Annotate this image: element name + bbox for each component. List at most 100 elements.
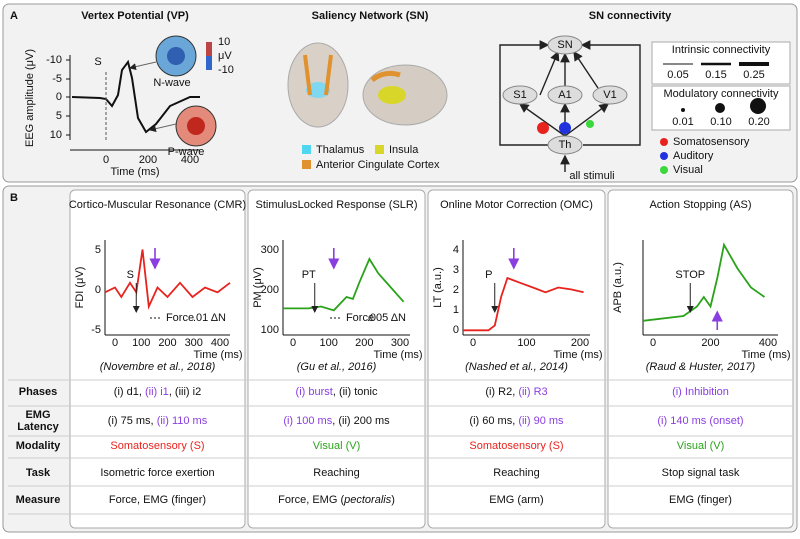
y-label: LT (a.u.) — [432, 267, 444, 308]
modulatory-value: 0.10 — [710, 116, 731, 128]
box-title: Modulatory connectivity — [664, 88, 779, 100]
x-tick-label: 0 — [290, 337, 296, 349]
x-tick-label: 200 — [355, 337, 373, 349]
cell: Somatosensory (S) — [110, 440, 204, 452]
cell-segment: (i) 140 ms (onset) — [657, 415, 743, 427]
mod-size — [750, 98, 766, 114]
marker-label: STOP — [675, 269, 705, 281]
x-label: Time (ms) — [741, 349, 790, 361]
legend-label: Thalamus — [316, 144, 365, 156]
y-tick-label: 300 — [261, 244, 279, 256]
edge — [573, 50, 599, 89]
y-tick-label: 2 — [453, 284, 459, 296]
legend-dot — [660, 138, 668, 146]
marker-label: PT — [302, 269, 316, 281]
cell-segment: EMG (finger) — [669, 494, 732, 506]
edge — [518, 103, 566, 137]
modulatory-value: 0.01 — [672, 116, 693, 128]
cell: (i) 60 ms, (ii) 90 ms — [469, 415, 564, 427]
colorbar-label: -10 — [218, 64, 234, 76]
marker-label: P — [485, 269, 492, 281]
x-label: Time (ms) — [193, 349, 242, 361]
intrinsic-value: 0.25 — [743, 69, 764, 81]
p-topo-center — [187, 117, 205, 135]
y-tick-label: 200 — [261, 284, 279, 296]
row-label-line: Task — [26, 467, 51, 479]
marker-label: S — [127, 269, 134, 281]
row-label: Task — [26, 467, 51, 479]
edge — [539, 50, 560, 96]
cell: Stop signal task — [662, 467, 740, 479]
cell-segment: Somatosensory (S) — [110, 440, 204, 452]
force-label: Force — [346, 312, 374, 324]
row-label: Modality — [16, 440, 61, 452]
cell: (i) burst, (ii) tonic — [296, 386, 378, 398]
force-label: Force — [166, 312, 194, 324]
y-tick-label: 5 — [95, 244, 101, 256]
colorbar-label: μV — [218, 50, 232, 62]
cell-segment: Visual (V) — [677, 440, 724, 452]
x-tick-label: 100 — [319, 337, 337, 349]
box-title: Intrinsic connectivity — [672, 44, 771, 56]
row-label-line: Measure — [16, 494, 61, 506]
legend-label: Anterior Cingulate Cortex — [316, 159, 440, 171]
cell-segment: (i) 100 ms — [283, 415, 332, 427]
x-label: Time (ms) — [373, 349, 422, 361]
x-tick-label: 200 — [158, 337, 176, 349]
cell-segment: Stop signal task — [662, 467, 740, 479]
cell: Force, EMG (finger) — [109, 494, 206, 506]
mod-dot — [537, 122, 549, 134]
title: SN connectivity — [589, 10, 672, 22]
edge — [580, 40, 641, 146]
x-tick-label: 0 — [112, 337, 118, 349]
x-tick-label: 400 — [759, 337, 777, 349]
cell: Visual (V) — [677, 440, 724, 452]
column-title: Cortico-Muscular Resonance (CMR) — [69, 199, 246, 211]
x-tick-label: 100 — [517, 337, 535, 349]
row-label: Phases — [19, 386, 58, 398]
cell-segment: (i) Inhibition — [672, 386, 729, 398]
x-tick-label: 200 — [571, 337, 589, 349]
cell-segment: (i) 60 ms, — [469, 415, 518, 427]
x-tick-label: 400 — [211, 337, 229, 349]
node-label: V1 — [603, 89, 616, 101]
stim-label: S — [94, 56, 101, 68]
row-label: Measure — [16, 494, 61, 506]
column-title: Action Stopping (AS) — [649, 199, 751, 211]
cell-segment: , (ii) tonic — [333, 386, 378, 398]
pointer — [129, 61, 157, 71]
scale-label: .01 ΔN — [193, 312, 226, 324]
citation: (Raud & Huster, 2017) — [646, 361, 756, 373]
y-tick-label: 3 — [453, 264, 459, 276]
x-tick-label: 100 — [132, 337, 150, 349]
legend-swatch — [302, 145, 311, 154]
y-tick-label: -10 — [46, 54, 62, 66]
cell: (i) 75 ms, (ii) 110 ms — [108, 415, 208, 427]
cell: Reaching — [493, 467, 539, 479]
legend-swatch — [302, 160, 311, 169]
citation: (Novembre et al., 2018) — [100, 361, 216, 373]
node — [547, 35, 583, 55]
x-label: Time (ms) — [553, 349, 602, 361]
mod-dot — [559, 122, 571, 134]
cell: (i) 100 ms, (ii) 200 ms — [283, 415, 390, 427]
title: Saliency Network (SN) — [312, 10, 429, 22]
acc — [303, 54, 333, 96]
node-label: S1 — [513, 89, 526, 101]
cell-segment: Force, EMG ( — [278, 494, 344, 506]
modulatory-value: 0.20 — [748, 116, 769, 128]
x-tick-label: 300 — [391, 337, 409, 349]
column-box — [607, 189, 794, 529]
legend-dot — [660, 166, 668, 174]
y-tick-label: -5 — [91, 324, 101, 336]
cell: Reaching — [313, 467, 359, 479]
scale-label: .005 ΔN — [367, 312, 406, 324]
panel-label: B — [10, 192, 18, 204]
node — [592, 85, 628, 105]
x-tick-label: 200 — [701, 337, 719, 349]
cell: Somatosensory (S) — [469, 440, 563, 452]
node — [547, 85, 583, 105]
node-label: A1 — [558, 89, 571, 101]
cell: (i) R2, (ii) R3 — [485, 386, 547, 398]
cell: EMG (finger) — [669, 494, 732, 506]
